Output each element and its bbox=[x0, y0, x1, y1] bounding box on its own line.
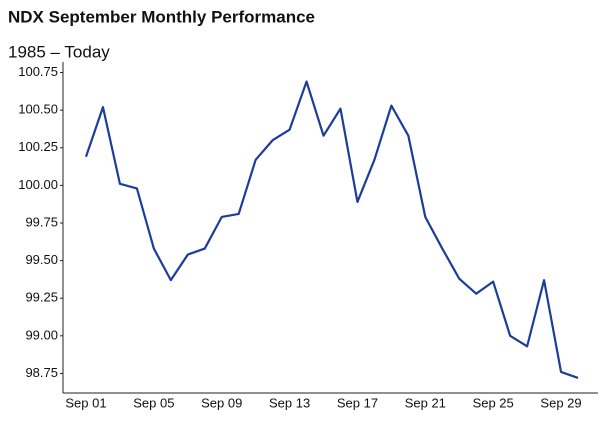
x-tick-label: Sep 25 bbox=[473, 395, 514, 410]
x-tick-label: Sep 05 bbox=[133, 395, 174, 410]
y-tick-label: 100.50 bbox=[18, 102, 58, 117]
x-tick-label: Sep 29 bbox=[540, 395, 581, 410]
chart-title: NDX September Monthly Performance bbox=[8, 7, 315, 26]
y-tick-label: 98.75 bbox=[25, 365, 58, 380]
y-tick-label: 100.75 bbox=[18, 64, 58, 79]
y-tick-label: 99.00 bbox=[25, 327, 58, 342]
x-tick-label: Sep 17 bbox=[337, 395, 378, 410]
x-tick-label: Sep 13 bbox=[269, 395, 310, 410]
y-tick-label: 99.50 bbox=[25, 252, 58, 267]
line bbox=[84, 80, 579, 379]
y-tick-label: 100.00 bbox=[18, 177, 58, 192]
x-tick-label: Sep 01 bbox=[65, 395, 106, 410]
y-tick-label: 99.75 bbox=[25, 214, 58, 229]
chart-subtitle: 1985 – Today bbox=[8, 42, 110, 61]
x-tick-label: Sep 09 bbox=[201, 395, 242, 410]
y-tick-label: 99.25 bbox=[25, 290, 58, 305]
y-tick-label: 100.25 bbox=[18, 139, 58, 154]
x-tick-label: Sep 21 bbox=[405, 395, 446, 410]
